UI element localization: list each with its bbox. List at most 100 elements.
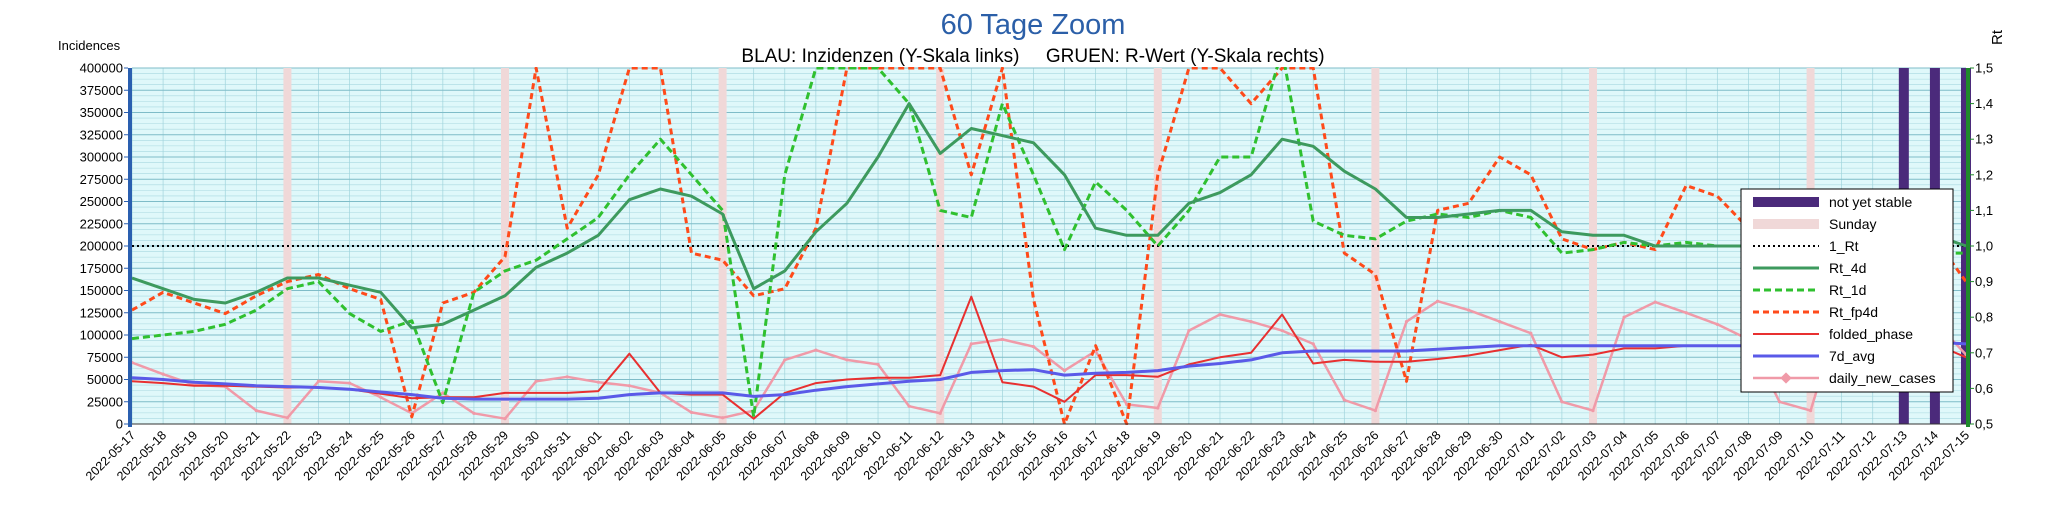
series-point-daily-new-cases [1684, 311, 1688, 315]
legend-label-rt-1d: Rt_1d [1829, 282, 1866, 298]
series-line-rt-4d [132, 102, 1966, 330]
series-point-daily-new-cases [969, 342, 973, 346]
y-tick-label: 400000 [80, 61, 123, 76]
series-point-daily-new-cases [1964, 352, 1966, 357]
y-tick-label: 125000 [80, 305, 123, 320]
series-point-daily-new-cases [503, 417, 507, 421]
series-point-daily-new-cases [347, 381, 352, 385]
series-point-daily-new-cases [845, 358, 849, 362]
series-point-daily-new-cases [721, 416, 725, 420]
series-line-rt-fp4d [132, 67, 1966, 425]
series-point-daily-new-cases [1125, 402, 1129, 407]
y2-tick-label: 0,8 [1975, 310, 1993, 325]
series-point-daily-new-cases [1000, 337, 1004, 342]
series-point-daily-new-cases [1280, 328, 1284, 333]
series-point-daily-new-cases [627, 384, 631, 388]
legend-label-rt-4d: Rt_4d [1829, 260, 1866, 276]
series-point-daily-new-cases [1808, 409, 1813, 413]
series-point-daily-new-cases [1777, 400, 1782, 404]
series-point-daily-new-cases [472, 411, 476, 415]
series-point-daily-new-cases [1715, 322, 1719, 326]
y-tick-label: 325000 [80, 127, 123, 142]
plot-area: 0 25000 50000 75000 100000 125000 150000 175000… [80, 61, 1993, 484]
y-axis-label: Incidences [58, 38, 121, 53]
y2-tick-label: 1,1 [1975, 203, 1993, 218]
series-point-daily-new-cases [1156, 406, 1160, 410]
y-tick-label: 0 [116, 417, 123, 432]
series-point-daily-new-cases [1062, 369, 1067, 373]
y-tick-label: 75000 [87, 350, 123, 365]
y2-tick-label: 1,4 [1975, 96, 1993, 111]
series-point-daily-new-cases [1653, 300, 1657, 304]
legend-swatch-not-yet-stable [1753, 197, 1819, 207]
series-line-7d-avg [132, 340, 1966, 401]
y-tick-label: 375000 [80, 83, 123, 98]
series-point-daily-new-cases [441, 391, 445, 395]
series-point-daily-new-cases [1373, 409, 1377, 413]
series-point-daily-new-cases [689, 410, 694, 415]
legend-label-rt-fp4d: Rt_fp4d [1829, 304, 1878, 320]
series-point-daily-new-cases [1591, 409, 1595, 413]
series-point-daily-new-cases [1467, 308, 1471, 312]
y2-tick-label: 0,7 [1975, 345, 1993, 360]
series-point-daily-new-cases [1342, 398, 1346, 402]
sunday-band [936, 68, 945, 424]
legend-swatch-daily-new-cases-marker [1780, 372, 1792, 384]
y-tick-label: 275000 [80, 172, 123, 187]
y-tick-label: 25000 [87, 394, 123, 409]
y2-tick-label: 1,3 [1975, 132, 1993, 147]
legend-swatch-sunday [1753, 219, 1819, 229]
series-point-daily-new-cases [379, 395, 383, 399]
legend-label-sunday: Sunday [1829, 216, 1876, 232]
y2-tick-label: 1,5 [1975, 61, 1993, 76]
y2-tick-label: 1,2 [1975, 167, 1993, 182]
y-tick-label: 350000 [80, 105, 123, 120]
legend-label-not-yet-stable: not yet stable [1829, 194, 1912, 210]
legend-label-1-rt: 1_Rt [1829, 238, 1859, 254]
series-point-daily-new-cases [1435, 299, 1440, 303]
series-point-daily-new-cases [1031, 344, 1036, 349]
series-point-daily-new-cases [1249, 320, 1253, 324]
series-point-daily-new-cases [1187, 328, 1191, 333]
y-tick-label: 175000 [80, 261, 123, 276]
series-point-daily-new-cases [1404, 320, 1409, 324]
series-point-daily-new-cases [132, 360, 134, 365]
series-point-daily-new-cases [1560, 400, 1564, 404]
y2-tick-label: 1,0 [1975, 239, 1993, 254]
y-tick-label: 50000 [87, 372, 123, 387]
y-tick-label: 225000 [80, 216, 123, 231]
series-point-daily-new-cases [316, 379, 321, 383]
y-tick-label: 150000 [80, 283, 123, 298]
series-point-daily-new-cases [938, 411, 942, 415]
y-tick-label: 250000 [80, 194, 123, 209]
series-point-daily-new-cases [1622, 315, 1626, 319]
series-point-daily-new-cases [907, 404, 911, 408]
series-line-rt-1d [132, 67, 1966, 419]
legend: not yet stable Sunday 1_Rt Rt_4d Rt_1d Rt_fp4… [1740, 188, 1954, 393]
series-point-daily-new-cases [565, 375, 569, 379]
y-tick-label: 300000 [80, 150, 123, 165]
series-point-daily-new-cases [161, 372, 165, 376]
legend-label-daily-new-cases: daily_new_cases [1829, 370, 1936, 386]
sunday-band [1371, 68, 1380, 424]
series-point-daily-new-cases [814, 348, 818, 352]
y2-tick-label: 0,9 [1975, 274, 1993, 289]
series-point-daily-new-cases [876, 362, 880, 366]
y2-axis-label: Rt [1989, 29, 2006, 45]
y-tick-label: 200000 [80, 239, 123, 254]
y2-tick-label: 0,5 [1975, 417, 1993, 432]
series-point-daily-new-cases [1498, 320, 1502, 324]
series-point-daily-new-cases [534, 379, 538, 383]
y-tick-label: 100000 [80, 328, 123, 343]
series-point-daily-new-cases [596, 380, 600, 384]
series-point-daily-new-cases [1218, 312, 1222, 317]
series-point-daily-new-cases [783, 358, 787, 362]
series-point-daily-new-cases [285, 416, 290, 420]
series-point-daily-new-cases [1529, 331, 1533, 335]
series-point-daily-new-cases [254, 409, 258, 413]
series-point-daily-new-cases [1311, 342, 1315, 346]
sunday-band [501, 68, 510, 424]
chart-title: 60 Tage Zoom [941, 9, 1126, 41]
y2-tick-label: 0,6 [1975, 381, 1993, 396]
